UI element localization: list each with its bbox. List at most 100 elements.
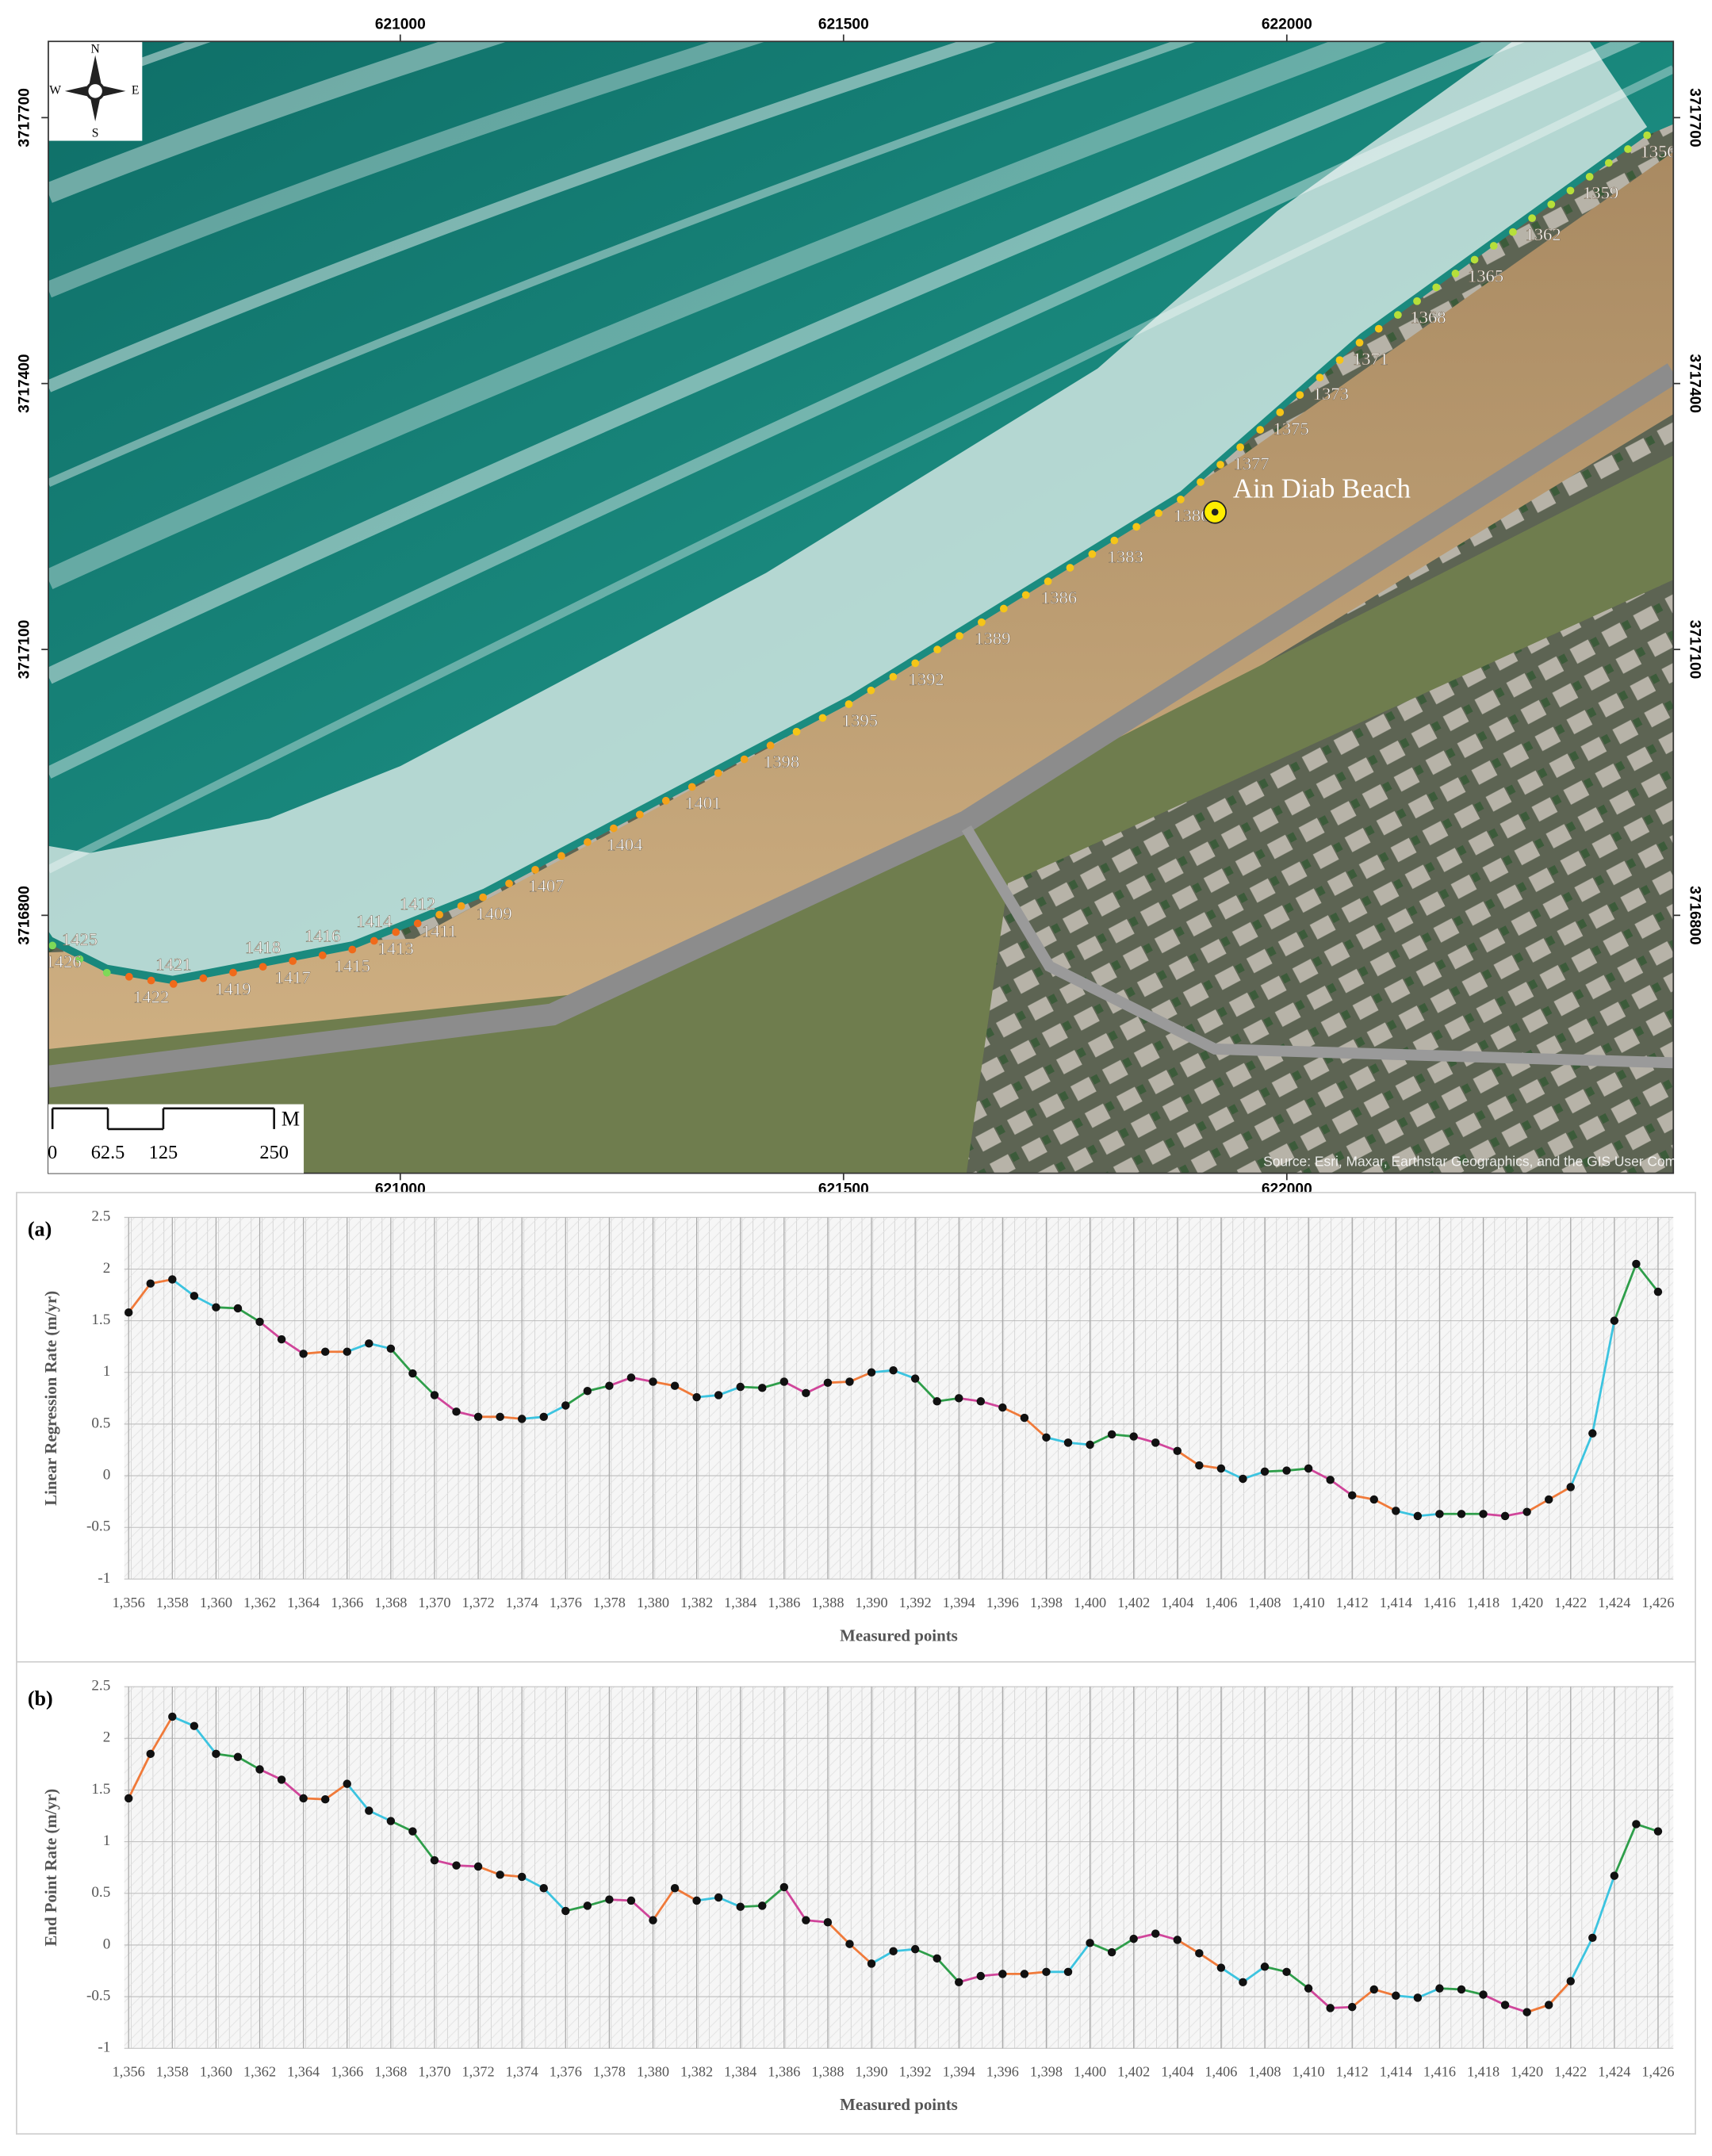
transect-point <box>413 919 422 928</box>
transect-point <box>1088 550 1097 558</box>
transect-point <box>318 951 327 959</box>
transect-point <box>1110 536 1119 545</box>
y-tick-label: 2.5 <box>91 1678 110 1695</box>
line-segment <box>1613 1823 1637 1877</box>
transect-point <box>1489 242 1498 250</box>
x-tick-label: 1,422 <box>1554 2064 1587 2080</box>
data-point <box>496 1871 504 1879</box>
data-point <box>168 1712 177 1721</box>
map-y-label: 3716800 <box>1686 886 1702 945</box>
data-point <box>758 1901 767 1910</box>
transect-label: 1426 <box>45 952 81 971</box>
x-tick-label: 1,418 <box>1467 1595 1499 1610</box>
data-point <box>779 1882 789 1892</box>
line-segment <box>1198 1952 1222 1969</box>
beach <box>48 151 1674 1174</box>
transect-point <box>1624 145 1632 153</box>
data-point <box>998 1970 1007 1978</box>
wave-crest <box>48 41 766 298</box>
x-tick-label: 1,406 <box>1205 1595 1237 1610</box>
wave-crest <box>48 41 1643 779</box>
transect-point <box>169 980 178 988</box>
data-point <box>473 1862 483 1871</box>
x-tick-label: 1,390 <box>855 1595 887 1610</box>
line-segment <box>1351 1988 1375 2009</box>
x-tick-label: 1,408 <box>1248 1595 1281 1610</box>
transect-point <box>1132 523 1141 531</box>
data-point <box>1195 1949 1204 1958</box>
transect-point <box>933 645 941 654</box>
data-point <box>1610 1871 1619 1880</box>
data-point <box>430 1855 439 1865</box>
data-point <box>1588 1933 1597 1943</box>
data-point <box>255 1317 264 1327</box>
data-point <box>1129 1934 1138 1943</box>
data-point <box>386 1344 396 1354</box>
line-segment <box>1329 1479 1354 1496</box>
line-segment <box>1067 1942 1091 1973</box>
transect-point <box>845 700 853 708</box>
transect-point <box>792 727 801 736</box>
line-segment <box>127 1753 152 1799</box>
x-tick-label: 1,358 <box>156 1595 189 1610</box>
map: 1356135913621365136813711373137513771380… <box>45 41 1674 1174</box>
wave-crest <box>48 65 1674 874</box>
data-point <box>1173 1446 1182 1456</box>
data-point <box>736 1382 745 1392</box>
line-segment <box>1591 1320 1616 1434</box>
x-tick-label: 1,408 <box>1248 2064 1281 2080</box>
data-point <box>1369 1985 1378 1994</box>
transect-label: 1362 <box>1525 224 1561 244</box>
data-point <box>649 1377 657 1386</box>
transect-label: 1404 <box>607 834 642 854</box>
data-point <box>583 1387 592 1396</box>
data-point <box>1435 1984 1444 1993</box>
data-point <box>473 1412 483 1422</box>
map-y-label: 3717100 <box>16 620 33 680</box>
data-point <box>1457 1510 1466 1518</box>
transect-point <box>1470 255 1479 264</box>
transect-point <box>1316 373 1324 381</box>
data-point <box>408 1369 417 1378</box>
transect-point <box>1528 214 1536 223</box>
data-point <box>867 1959 876 1968</box>
data-point <box>1086 1440 1094 1449</box>
x-tick-label: 1,414 <box>1380 2064 1412 2080</box>
line-segment <box>1220 1966 1244 1983</box>
transect-point <box>1394 311 1402 320</box>
data-point <box>976 1971 986 1981</box>
road <box>961 825 1674 1069</box>
x-tick-label: 1,388 <box>811 2064 844 2080</box>
transect-label: 1377 <box>1233 454 1269 473</box>
transect-point <box>1066 564 1074 572</box>
transect-point <box>199 974 208 982</box>
data-point <box>277 1335 286 1344</box>
data-point <box>1260 1963 1270 1971</box>
line-segment <box>1548 1486 1572 1501</box>
transect-point <box>999 604 1008 613</box>
data-point <box>1086 1939 1094 1947</box>
data-point <box>889 1365 898 1375</box>
compass-label: E <box>132 83 140 97</box>
transect-label: 1414 <box>356 911 392 931</box>
transect-point <box>531 865 539 874</box>
x-tick-label: 1,396 <box>986 2064 1019 2080</box>
data-point <box>1500 1511 1510 1521</box>
transect-point <box>1451 270 1460 278</box>
transect-point <box>889 672 898 681</box>
data-point <box>539 1884 548 1893</box>
data-point <box>190 1721 199 1730</box>
compass-label: N <box>90 42 99 56</box>
x-tick-label: 1,356 <box>113 1595 145 1610</box>
transect-label: 1413 <box>378 938 414 958</box>
x-tick-label: 1,412 <box>1336 2064 1369 2080</box>
transect-point <box>1296 391 1304 399</box>
transect-point <box>1177 496 1185 504</box>
x-tick-label: 1,392 <box>899 1595 932 1610</box>
transect-label: 1386 <box>1041 588 1077 607</box>
transect-point <box>1197 478 1205 486</box>
transect-point <box>687 783 696 791</box>
data-point <box>998 1403 1007 1412</box>
scale-bar-unit: M <box>282 1107 300 1130</box>
line-segment <box>783 1886 807 1921</box>
